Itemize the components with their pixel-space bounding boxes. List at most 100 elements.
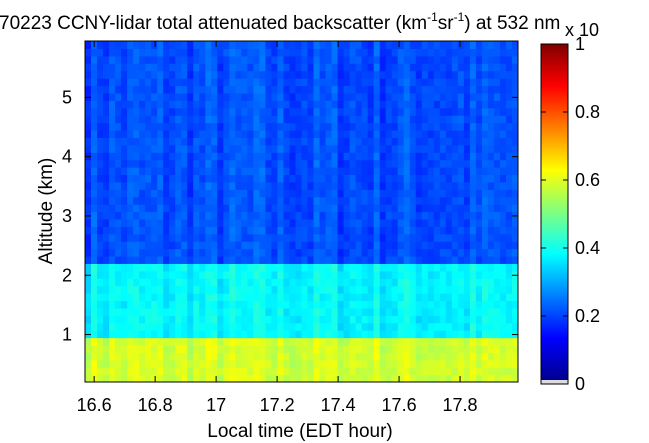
heatmap-cell (493, 330, 501, 339)
heatmap-cell (487, 204, 495, 213)
heatmap-cell (133, 167, 140, 176)
heatmap-cell (361, 278, 369, 287)
heatmap-cell (319, 233, 327, 242)
heatmap-cell (145, 78, 152, 87)
heatmap-cell (217, 359, 224, 368)
heatmap-cell (205, 41, 212, 50)
heatmap-cell (115, 322, 122, 331)
heatmap-cell (493, 129, 501, 138)
heatmap-cell (85, 293, 92, 302)
heatmap-cell (397, 330, 405, 339)
heatmap-cell (283, 374, 291, 382)
heatmap-cell (205, 344, 212, 353)
heatmap-cell (235, 352, 242, 361)
heatmap-cell (85, 107, 92, 116)
heatmap-cell (175, 137, 182, 146)
heatmap-cell (355, 204, 363, 213)
heatmap-cell (331, 107, 339, 116)
heatmap-cell (277, 167, 285, 176)
heatmap-cell (415, 122, 423, 131)
heatmap-cell (493, 278, 501, 287)
heatmap-cell (289, 122, 297, 131)
heatmap-cell (175, 48, 182, 57)
heatmap-cell (265, 359, 273, 368)
heatmap-cell (373, 167, 381, 176)
heatmap-cell (181, 189, 188, 198)
heatmap-cell (337, 270, 345, 279)
heatmap-cell (205, 307, 212, 316)
heatmap-cell (481, 278, 489, 287)
heatmap-cell (493, 152, 501, 161)
heatmap-cell (157, 70, 164, 79)
heatmap-cell (499, 211, 507, 220)
heatmap-cell (445, 159, 453, 168)
heatmap-cell (97, 255, 104, 264)
heatmap-cell (145, 144, 152, 153)
heatmap-cell (415, 92, 423, 101)
heatmap-cell (355, 115, 363, 124)
heatmap-cell (439, 70, 447, 79)
heatmap-cell (505, 70, 513, 79)
heatmap-cell (343, 218, 351, 227)
heatmap-cell (367, 92, 375, 101)
heatmap-cell (247, 248, 254, 257)
heatmap-cell (409, 285, 417, 294)
heatmap-cell (85, 41, 92, 50)
heatmap-cell (265, 167, 273, 176)
heatmap-cell (151, 85, 158, 94)
heatmap-cell (145, 48, 152, 57)
heatmap-cell (103, 285, 110, 294)
heatmap-cell (415, 255, 423, 264)
heatmap-cell (97, 315, 104, 324)
heatmap-cell (193, 100, 200, 109)
heatmap-cell (229, 293, 236, 302)
heatmap-cell (343, 85, 351, 94)
heatmap-cell (205, 70, 212, 79)
heatmap-cell (475, 204, 483, 213)
heatmap-cell (475, 152, 483, 161)
heatmap-cell (313, 248, 321, 257)
heatmap-cell (499, 78, 507, 87)
heatmap-cell (307, 241, 315, 250)
heatmap-cell (505, 359, 513, 368)
heatmap-cell (247, 189, 254, 198)
heatmap-cell (409, 374, 417, 382)
heatmap-cell (361, 344, 369, 353)
heatmap-cell (343, 144, 351, 153)
heatmap-cell (139, 344, 146, 353)
heatmap-cell (397, 167, 405, 176)
heatmap-cell (157, 374, 164, 382)
heatmap-cell (229, 181, 236, 190)
heatmap-cell (115, 315, 122, 324)
heatmap-cell (373, 255, 381, 264)
heatmap-cell (211, 70, 218, 79)
heatmap-cell (499, 218, 507, 227)
heatmap-cell (439, 352, 447, 361)
heatmap-cell (421, 352, 429, 361)
heatmap-cell (493, 107, 501, 116)
heatmap-cell (457, 359, 465, 368)
heatmap-cell (259, 233, 267, 242)
heatmap-cell (421, 278, 429, 287)
heatmap-cell (193, 211, 200, 220)
heatmap-cell (115, 337, 122, 346)
heatmap-cell (199, 137, 206, 146)
heatmap-cell (451, 129, 459, 138)
heatmap-cell (331, 100, 339, 109)
heatmap-cell (265, 85, 273, 94)
heatmap-cell (391, 322, 399, 331)
heatmap-cell (355, 211, 363, 220)
heatmap-cell (337, 167, 345, 176)
heatmap-cell (115, 107, 122, 116)
heatmap-cell (259, 241, 267, 250)
heatmap-cell (175, 100, 182, 109)
heatmap-cell (181, 115, 188, 124)
heatmap-cell (247, 122, 254, 131)
heatmap-cell (463, 189, 471, 198)
heatmap-cell (91, 278, 98, 287)
heatmap-cell (157, 263, 164, 272)
heatmap-cell (355, 330, 363, 339)
heatmap-cell (271, 359, 279, 368)
heatmap-cell (139, 63, 146, 72)
heatmap-cell (343, 300, 351, 309)
